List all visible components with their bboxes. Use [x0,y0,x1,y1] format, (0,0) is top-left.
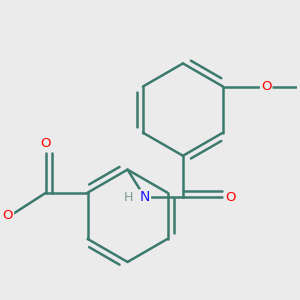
Text: O: O [3,209,13,222]
Text: H: H [124,191,133,204]
Text: O: O [225,191,236,204]
Text: O: O [261,80,272,93]
Text: O: O [41,136,51,150]
Text: N: N [140,190,150,204]
